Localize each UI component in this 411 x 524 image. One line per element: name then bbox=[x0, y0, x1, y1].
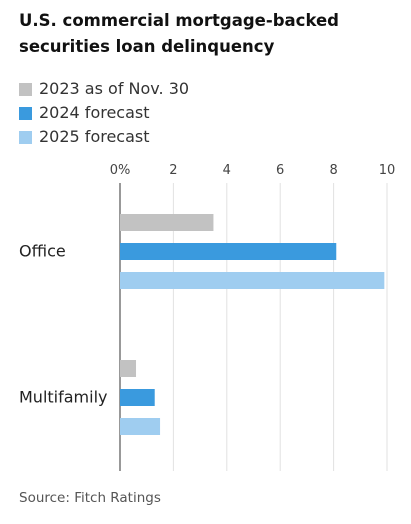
legend-item-2024: 2024 forecast bbox=[19, 101, 189, 125]
legend-label-2025: 2025 forecast bbox=[39, 127, 150, 146]
x-tick-label-4: 4 bbox=[223, 163, 231, 178]
legend-swatch-2024 bbox=[19, 106, 32, 120]
x-tick-label-0: 0% bbox=[110, 163, 131, 178]
x-tick-label-8: 8 bbox=[329, 163, 337, 178]
bar-office-2023 bbox=[120, 214, 214, 231]
legend-label-2023: 2023 as of Nov. 30 bbox=[39, 79, 190, 98]
category-label-multifamily: Multifamily bbox=[19, 388, 108, 407]
legend-label-2024: 2024 forecast bbox=[39, 103, 150, 122]
bar-office-2024 bbox=[120, 243, 337, 260]
bar-multifamily-2025 bbox=[120, 418, 161, 435]
source-note: Source: Fitch Ratings bbox=[19, 490, 161, 506]
legend: 2023 as of Nov. 30 2024 forecast 2025 fo… bbox=[19, 77, 189, 149]
legend-swatch-2025 bbox=[19, 130, 32, 144]
x-tick-label-6: 6 bbox=[276, 163, 284, 178]
bar-multifamily-2024 bbox=[120, 389, 155, 406]
x-tick-label-10: 10 bbox=[379, 163, 396, 178]
legend-swatch-2023 bbox=[19, 82, 32, 96]
legend-item-2025: 2025 forecast bbox=[19, 125, 189, 149]
bar-office-2025 bbox=[120, 272, 385, 289]
chart-title: U.S. commercial mortgage-backed securiti… bbox=[19, 11, 339, 56]
bar-multifamily-2023 bbox=[120, 360, 137, 377]
legend-item-2023: 2023 as of Nov. 30 bbox=[19, 77, 189, 101]
category-label-office: Office bbox=[19, 242, 66, 261]
x-tick-label-2: 2 bbox=[169, 163, 177, 178]
